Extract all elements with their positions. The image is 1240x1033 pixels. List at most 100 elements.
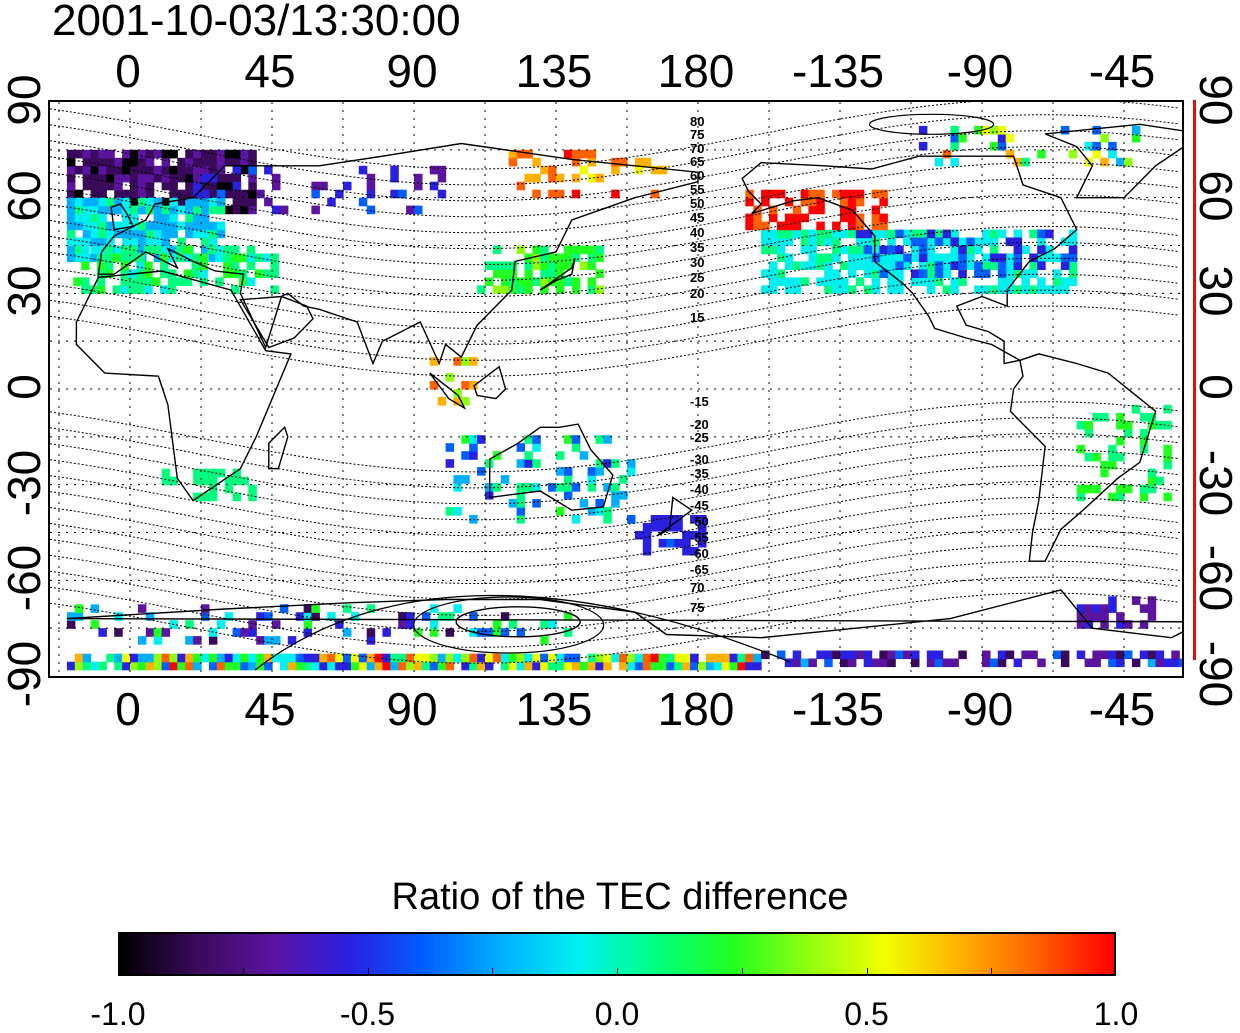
tec-data-cell bbox=[453, 357, 462, 366]
tec-data-cell bbox=[445, 373, 455, 382]
tec-data-cell bbox=[500, 285, 510, 294]
tec-data-cell bbox=[666, 522, 675, 532]
tec-data-cell bbox=[208, 157, 218, 167]
top-lon-tick: 45 bbox=[244, 45, 296, 97]
tec-data-cell bbox=[414, 628, 423, 637]
tec-data-cell bbox=[161, 237, 171, 247]
tec-data-cell bbox=[958, 277, 967, 286]
tec-data-cell bbox=[382, 661, 391, 671]
tec-data-cell bbox=[682, 538, 691, 548]
tec-data-cell bbox=[177, 653, 186, 663]
tec-data-cell bbox=[524, 269, 533, 278]
tec-data-cell bbox=[161, 157, 171, 167]
tec-data-cell bbox=[563, 661, 573, 671]
tec-data-cell bbox=[224, 205, 234, 215]
tec-data-cell bbox=[414, 661, 423, 671]
tec-data-cell bbox=[224, 653, 234, 663]
tec-data-cell bbox=[303, 653, 313, 663]
tec-data-cell bbox=[193, 197, 202, 207]
tec-data-cell bbox=[185, 149, 194, 159]
tec-data-cell bbox=[1092, 149, 1101, 159]
contour-label: 20 bbox=[690, 286, 704, 301]
tec-data-cell bbox=[137, 189, 147, 199]
tec-data-cell bbox=[185, 213, 194, 223]
tec-data-cell bbox=[548, 261, 557, 270]
tec-data-cell bbox=[248, 628, 257, 637]
tec-data-cell bbox=[74, 189, 84, 199]
tec-data-cell bbox=[82, 229, 92, 239]
tec-data-cell bbox=[934, 157, 944, 167]
tec-data-cell bbox=[152, 277, 161, 286]
tec-data-cell bbox=[934, 269, 944, 278]
tec-data-cell bbox=[997, 658, 1007, 668]
tec-data-cell bbox=[74, 221, 84, 231]
tec-data-cell bbox=[698, 530, 707, 540]
colorbar-minor-tick bbox=[617, 968, 618, 976]
tec-data-cell bbox=[950, 133, 959, 143]
tec-data-cell bbox=[1139, 428, 1149, 438]
tec-data-cell bbox=[792, 285, 802, 294]
tec-data-cell bbox=[90, 245, 100, 255]
tec-data-cell bbox=[595, 173, 604, 183]
tec-data-cell bbox=[246, 261, 256, 270]
tec-data-cell bbox=[611, 459, 620, 468]
tec-data-cell bbox=[1013, 157, 1023, 167]
top-lon-tick: -90 bbox=[946, 45, 1014, 97]
tec-data-cell bbox=[390, 653, 399, 663]
tec-data-cell bbox=[232, 149, 242, 159]
left-lat-tick: -30 bbox=[0, 449, 50, 516]
tec-data-cell bbox=[587, 661, 597, 671]
tec-data-cell bbox=[248, 492, 257, 502]
tec-data-cell bbox=[137, 661, 147, 671]
tec-data-cell bbox=[950, 157, 959, 167]
tec-data-cell bbox=[145, 165, 155, 175]
tec-data-cell bbox=[595, 499, 604, 508]
tec-data-cell bbox=[879, 658, 888, 668]
tec-data-cell bbox=[445, 628, 455, 637]
tec-data-cell bbox=[571, 661, 581, 671]
contour-label: 45 bbox=[690, 210, 704, 225]
tec-data-cell bbox=[840, 205, 849, 215]
colorbar-minor-tick bbox=[242, 968, 244, 976]
tec-data-cell bbox=[769, 213, 778, 223]
tec-data-cell bbox=[808, 261, 817, 270]
coastline bbox=[429, 372, 467, 410]
tec-data-cell bbox=[1013, 253, 1023, 263]
tec-data-cell bbox=[406, 612, 415, 621]
tec-data-cell bbox=[587, 475, 597, 484]
tec-data-cell bbox=[1100, 612, 1109, 621]
tec-data-cell bbox=[808, 253, 817, 263]
tec-data-cell bbox=[532, 443, 541, 452]
tec-data-cell bbox=[191, 261, 200, 270]
tec-data-cell bbox=[1060, 658, 1070, 668]
tec-data-cell bbox=[319, 653, 328, 663]
tec-data-cell bbox=[832, 253, 841, 263]
tec-data-cell bbox=[634, 653, 644, 663]
tec-data-cell bbox=[729, 653, 739, 663]
tec-data-cell bbox=[160, 253, 169, 263]
tec-data-cell bbox=[855, 213, 865, 223]
tec-data-cell bbox=[90, 173, 100, 183]
tec-data-cell bbox=[106, 149, 115, 159]
tec-data-cell bbox=[1084, 452, 1094, 462]
tec-data-cell bbox=[784, 213, 794, 223]
tec-data-cell bbox=[477, 285, 486, 294]
tec-data-cell bbox=[343, 661, 352, 671]
tec-data-cell bbox=[106, 653, 115, 663]
tec-data-cell bbox=[248, 149, 257, 159]
tec-data-cell bbox=[390, 173, 399, 183]
tec-data-cell bbox=[461, 381, 470, 390]
tec-data-cell bbox=[532, 253, 541, 263]
tec-data-cell bbox=[895, 269, 904, 278]
tec-data-cell bbox=[89, 285, 98, 294]
tec-data-cell bbox=[153, 661, 163, 671]
tec-data-cell bbox=[81, 277, 90, 286]
tec-data-cell bbox=[74, 661, 84, 671]
tec-data-cell bbox=[950, 277, 959, 286]
tec-data-cell bbox=[847, 285, 857, 294]
tec-data-cell bbox=[500, 261, 510, 270]
coastline bbox=[110, 203, 135, 231]
tec-data-cell bbox=[193, 229, 202, 239]
tec-data-cell bbox=[90, 221, 100, 231]
tec-data-cell bbox=[74, 149, 84, 159]
